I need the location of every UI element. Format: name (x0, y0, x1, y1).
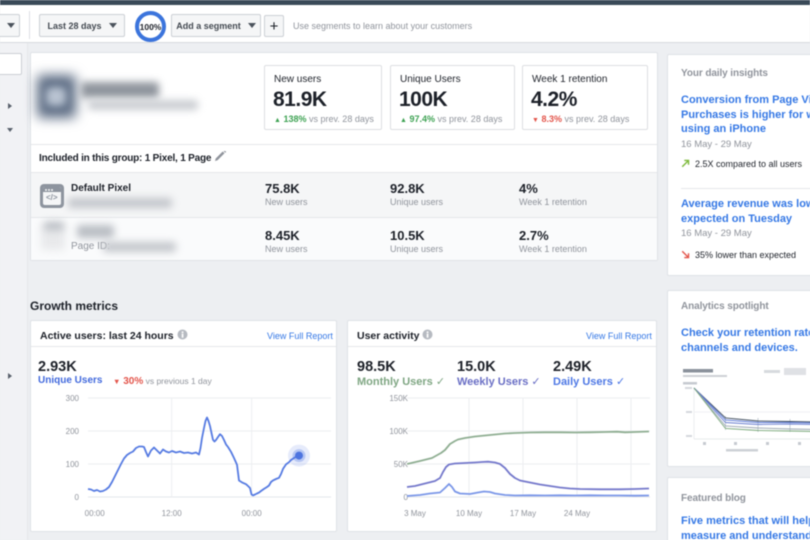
svg-text:100K: 100K (389, 427, 408, 436)
svg-text:24 May: 24 May (564, 509, 590, 518)
svg-text:100: 100 (66, 460, 80, 469)
svg-text:17 May: 17 May (510, 509, 536, 518)
svg-text:200: 200 (66, 427, 80, 436)
svg-text:0: 0 (404, 493, 409, 502)
svg-text:00:00: 00:00 (242, 509, 263, 518)
svg-text:10 May: 10 May (456, 509, 482, 518)
svg-text:12:00: 12:00 (162, 509, 183, 518)
svg-text:300: 300 (66, 394, 80, 403)
svg-text:150K: 150K (389, 394, 408, 403)
svg-text:0: 0 (75, 493, 80, 502)
svg-text:3 May: 3 May (404, 509, 426, 518)
svg-text:00:00: 00:00 (85, 509, 106, 518)
svg-text:50K: 50K (394, 460, 409, 469)
